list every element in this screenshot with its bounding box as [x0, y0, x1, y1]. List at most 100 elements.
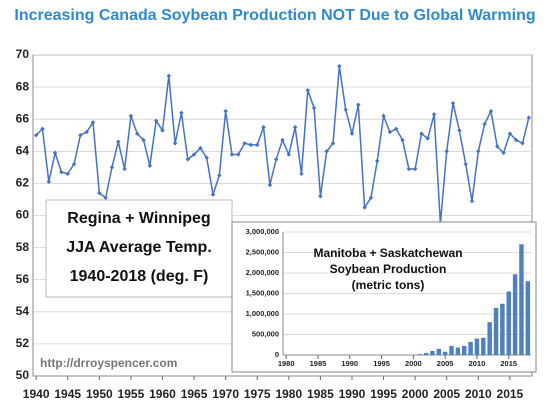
data-point: [128, 113, 134, 119]
data-point: [191, 152, 197, 157]
x-tick-label: 2010: [469, 359, 486, 368]
data-point: [450, 100, 456, 106]
data-point: [109, 165, 115, 170]
bar: [500, 303, 505, 355]
data-point: [362, 205, 367, 210]
y-tick-label: 500,000: [252, 329, 279, 338]
data-point: [122, 166, 127, 172]
data-point: [356, 102, 361, 107]
inset-title: Manitoba + Saskatchewan: [313, 246, 462, 260]
data-point: [229, 152, 235, 157]
y-tick-label: 66: [16, 111, 30, 125]
data-point: [337, 64, 342, 69]
x-tick-label: 2000: [405, 359, 422, 368]
data-point: [476, 149, 481, 154]
x-tick-label: 1960: [149, 387, 176, 401]
data-point: [135, 131, 140, 136]
y-tick-label: 54: [16, 304, 30, 318]
data-point: [116, 139, 121, 144]
data-point: [97, 190, 102, 196]
bar: [474, 338, 480, 355]
data-point: [59, 169, 64, 175]
data-point: [488, 108, 494, 114]
y-tick-label: 56: [16, 272, 30, 286]
x-tick-label: 1945: [54, 387, 81, 401]
data-point: [299, 171, 304, 176]
y-tick-label: 58: [16, 240, 30, 254]
data-point: [393, 126, 399, 132]
data-point: [381, 113, 386, 119]
bar: [525, 281, 531, 355]
inset-title: (metric tons): [352, 278, 425, 292]
x-tick-label: 1975: [244, 387, 271, 401]
data-point: [507, 131, 513, 136]
data-point: [280, 137, 285, 143]
bar: [462, 345, 467, 355]
data-point: [526, 115, 532, 120]
x-tick-label: 1990: [341, 359, 358, 368]
data-point: [172, 141, 178, 146]
data-point: [457, 128, 462, 133]
data-point: [153, 118, 159, 124]
x-tick-label: 1995: [370, 387, 397, 401]
data-point: [311, 105, 317, 111]
bar: [506, 291, 511, 355]
bar: [468, 341, 473, 355]
y-tick-label: 2,500,000: [246, 247, 279, 256]
data-point: [90, 120, 96, 125]
bar: [487, 322, 492, 355]
bar: [481, 337, 486, 355]
bar: [493, 307, 499, 355]
bar: [512, 274, 518, 355]
annotation-box: [45, 199, 233, 298]
inset-title: Soybean Production: [330, 262, 447, 276]
y-tick-label: 64: [16, 143, 30, 157]
x-tick-label: 1990: [339, 387, 366, 401]
data-point: [210, 192, 216, 197]
data-point: [217, 173, 222, 178]
bar: [449, 345, 454, 355]
y-tick-label: 0: [275, 350, 279, 359]
data-point: [204, 155, 209, 160]
data-point: [255, 142, 260, 148]
bar: [519, 244, 524, 355]
x-tick-label: 1950: [86, 387, 113, 401]
x-tick-label: 2000: [402, 387, 429, 401]
data-point: [84, 129, 89, 135]
data-point: [46, 179, 51, 184]
y-tick-label: 68: [16, 79, 30, 93]
data-point: [286, 152, 292, 157]
data-point: [444, 149, 449, 154]
data-point: [330, 141, 336, 146]
y-tick-label: 1,000,000: [246, 309, 279, 318]
data-point: [482, 121, 487, 127]
data-point: [349, 131, 355, 136]
y-tick-label: 60: [16, 208, 30, 222]
data-point: [387, 129, 393, 135]
data-point: [501, 150, 506, 156]
data-point: [65, 171, 70, 176]
data-point: [419, 131, 424, 136]
data-point: [160, 128, 165, 133]
data-point: [273, 157, 279, 162]
source-text: http://drroyspencer.com: [40, 356, 177, 370]
y-tick-label: 1,500,000: [246, 288, 279, 297]
data-point: [469, 198, 475, 204]
data-point: [236, 152, 241, 157]
x-tick-label: 2010: [465, 387, 492, 401]
data-point: [324, 149, 329, 154]
x-tick-label: 2005: [433, 387, 460, 401]
bar: [423, 352, 429, 355]
data-point: [368, 195, 374, 201]
x-tick-label: 1980: [278, 359, 295, 368]
data-point: [223, 108, 228, 114]
data-point: [412, 166, 418, 172]
bar: [430, 350, 435, 355]
data-point: [52, 150, 58, 156]
data-point: [343, 107, 348, 112]
y-tick-label: 70: [16, 47, 30, 61]
x-tick-label: 1985: [307, 387, 334, 401]
data-point: [463, 161, 468, 167]
bar: [442, 351, 448, 355]
x-tick-label: 2015: [497, 387, 524, 401]
